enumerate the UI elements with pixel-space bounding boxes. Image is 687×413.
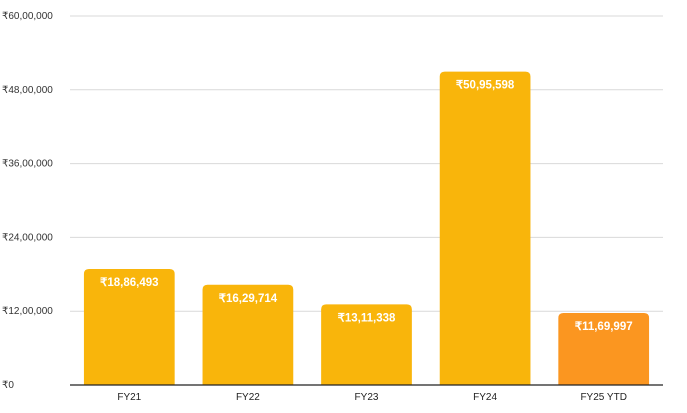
- x-tick-label: FY25 YTD: [580, 392, 627, 403]
- y-tick-label: ₹48,00,000: [2, 85, 53, 96]
- y-tick-label: ₹36,00,000: [2, 159, 53, 170]
- x-tick-label: FY21: [117, 392, 141, 403]
- y-axis-ticks: ₹0 ₹12,00,000 ₹24,00,000 ₹36,00,000 ₹48,00,0…: [2, 11, 53, 391]
- y-tick-label: ₹12,00,000: [2, 306, 53, 317]
- y-tick-label: ₹24,00,000: [2, 232, 53, 243]
- data-labels: ₹18,86,493 ₹16,29,714 ₹13,11,338 ₹50,95,598…: [100, 80, 633, 333]
- x-axis-ticks: FY21 FY22 FY23 FY24 FY25 YTD: [117, 392, 627, 403]
- x-tick-label: FY24: [473, 392, 497, 403]
- bar-fy25-ytd: [558, 313, 650, 385]
- bar-fy21: [83, 268, 175, 385]
- gridlines: [70, 15, 663, 312]
- x-tick-label: FY23: [355, 392, 379, 403]
- x-tick-label: FY22: [236, 392, 260, 403]
- bar-fy23: [321, 304, 412, 385]
- bar-value-label: ₹13,11,338: [338, 312, 396, 324]
- y-tick-label: ₹0: [2, 380, 14, 391]
- bar-value-label: ₹11,69,997: [575, 321, 633, 333]
- bar-fy22: [202, 284, 294, 385]
- bar-value-label: ₹16,29,714: [219, 293, 278, 305]
- bar-value-label: ₹18,86,493: [100, 277, 158, 289]
- bar-fy24: [439, 71, 531, 385]
- y-tick-label: ₹60,00,000: [2, 11, 53, 22]
- bar-value-label: ₹50,95,598: [456, 80, 515, 92]
- bars: [83, 71, 650, 385]
